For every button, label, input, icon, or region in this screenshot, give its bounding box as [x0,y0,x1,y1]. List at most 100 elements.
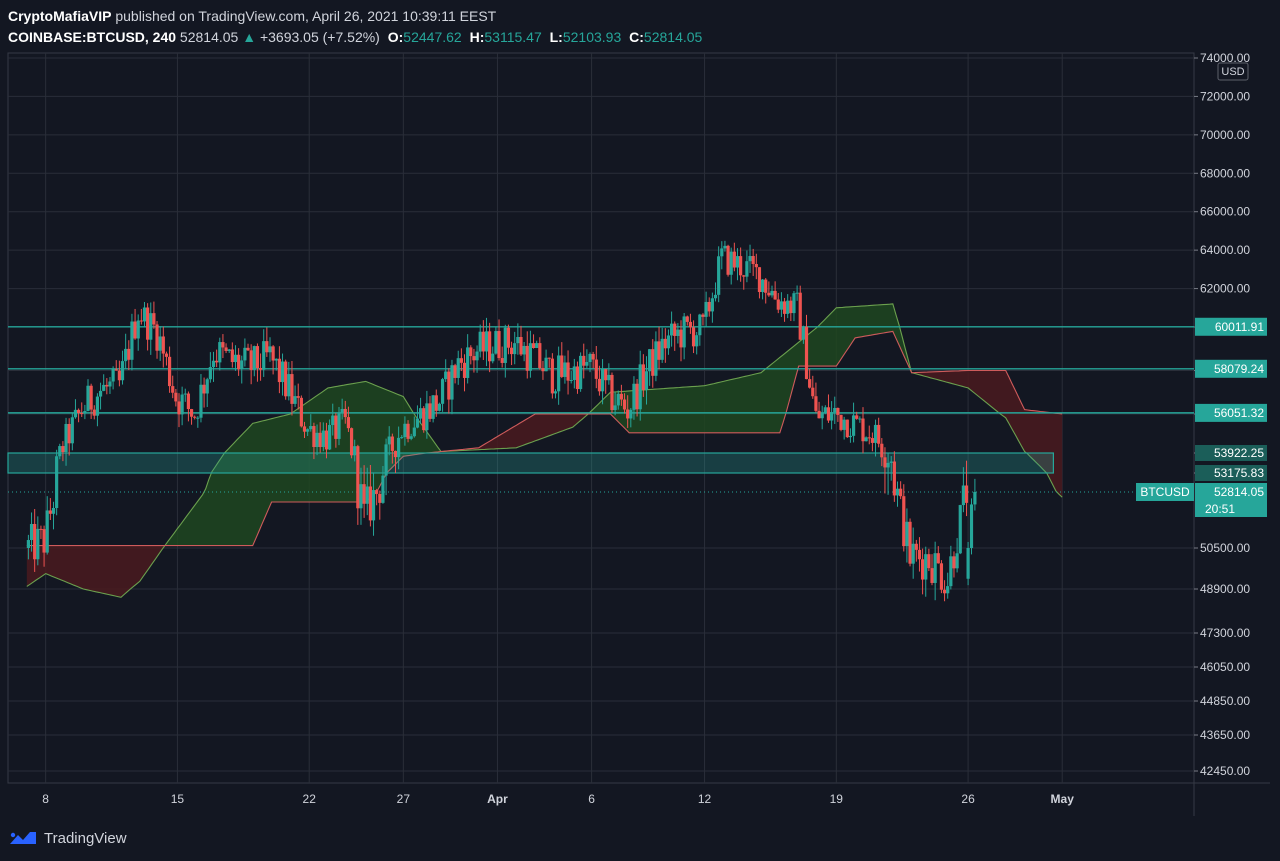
candle-body [811,387,815,397]
candle-body [211,360,216,368]
candle-body [161,336,165,354]
candle-body [48,510,52,514]
candle-body [939,563,944,590]
candle-body [657,341,661,360]
candle-body [610,374,614,411]
tradingview-logo-icon[interactable] [8,829,38,847]
candle-body [622,399,627,410]
candle-body [309,426,313,430]
candle-body [566,362,570,381]
candle-body [641,364,645,390]
high-label: H: [469,29,485,45]
candle-body [274,358,278,361]
time-axis-label: 6 [588,792,595,806]
up-triangle-icon: ▲ [242,29,257,45]
candle-body [202,384,206,394]
candle-body [237,354,241,370]
candle-body [911,543,915,564]
symbol-label[interactable]: COINBASE:BTCUSD, 240 [8,29,177,45]
candle-body [867,437,871,439]
candle-body [629,409,633,419]
price-axis-label: 62000.00 [1200,282,1250,296]
candle-body [528,343,533,371]
candle-body [873,424,878,443]
candle-body [886,462,890,468]
candle-body [29,523,34,541]
candle-body [764,279,768,293]
candle-body [45,510,49,553]
candle-body [679,329,683,348]
candle-body [80,413,84,415]
time-axis-label: 19 [830,792,844,806]
candle-body [710,298,714,312]
candle-body [102,384,106,391]
candle-body [942,589,947,594]
candle-body [773,290,777,300]
candle-body [403,423,407,438]
candle-body [124,348,128,362]
candle-body [924,554,928,580]
price-axis-label: 47300.00 [1200,626,1250,640]
close-value: 52814.05 [643,29,703,45]
candle-body [969,504,974,548]
candle-body [804,326,809,380]
candle-body [597,378,602,392]
candle-body [167,356,172,387]
candle-body [484,331,489,352]
candle-body [729,251,733,275]
footer: TradingView [8,826,127,850]
candle-body [268,346,272,353]
candle-body [252,346,256,370]
candle-body [290,374,294,404]
candle-body [180,394,184,415]
senkou-span-a [26,303,1063,598]
candle-body [158,336,162,351]
candle-body [368,486,372,521]
candle-body [516,336,520,344]
candle-body [877,424,881,444]
candle-body [208,367,212,380]
tradingview-brand[interactable]: TradingView [44,829,127,847]
candle-body [312,426,316,447]
candle-body [199,384,203,418]
close-label: C: [629,29,644,45]
candle-body [196,417,200,419]
candle-body [356,446,360,509]
candle-body [171,386,175,393]
price-axis-label: 46050.00 [1200,660,1250,674]
candle-body [262,341,266,370]
candle-body [717,256,721,295]
candle-body [280,361,285,383]
price-axis-label: 42450.00 [1200,764,1250,778]
candle-body [757,267,762,293]
candle-body [108,381,112,387]
candle-body [660,338,664,360]
candle-body [142,307,147,322]
candle-body [582,355,586,366]
cloud-segment [26,545,165,598]
candle-body [324,430,329,450]
candle-body [365,486,369,504]
candle-body [541,368,545,372]
candle-body [42,529,46,553]
cloud-segment [164,381,445,546]
candle-body [531,343,536,349]
candle-body [362,484,366,504]
candle-body [233,354,238,363]
candle-body [271,346,275,361]
candle-body [814,396,818,411]
candle-body [152,313,156,325]
candle-body [616,393,620,406]
candle-body [500,358,504,363]
candle-body [858,418,862,420]
candle-body [550,358,554,394]
author-name[interactable]: CryptoMafiaVIP [8,8,112,24]
candle-body [635,383,639,410]
candle-body [409,436,413,439]
candle-body [246,347,250,351]
candle-body [691,327,696,347]
candle-body [503,327,507,363]
candle-body [880,443,884,458]
candle-body [914,543,918,550]
